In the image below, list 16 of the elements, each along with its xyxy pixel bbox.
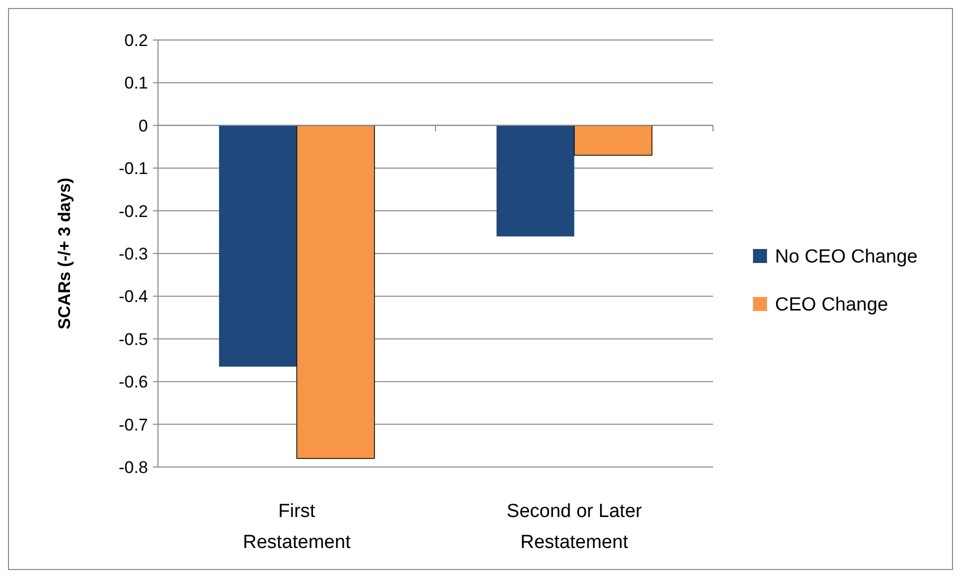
- legend-label: CEO Change: [775, 294, 888, 316]
- y-tick-label: -0.8: [118, 458, 148, 477]
- y-tick-label: 0: [138, 116, 148, 136]
- y-tick-label: -0.4: [118, 287, 148, 306]
- legend-label: No CEO Change: [775, 246, 918, 268]
- y-tick-label: -0.1: [118, 159, 148, 178]
- y-tick-label: -0.3: [118, 244, 148, 264]
- y-tick-label: -0.6: [118, 372, 148, 392]
- y-tick-label: -0.2: [118, 202, 148, 221]
- y-tick-label: 0.2: [124, 30, 148, 50]
- y-tick-label: -0.5: [118, 330, 148, 349]
- y-tick-label: 0.1: [124, 74, 148, 93]
- y-axis-title: SCARs (-/+ 3 days): [55, 178, 74, 330]
- x-tick-label: Second or Later Restatement: [506, 501, 643, 553]
- y-tick-label: -0.7: [118, 415, 148, 434]
- x-tick-label: First Restatement: [242, 501, 352, 553]
